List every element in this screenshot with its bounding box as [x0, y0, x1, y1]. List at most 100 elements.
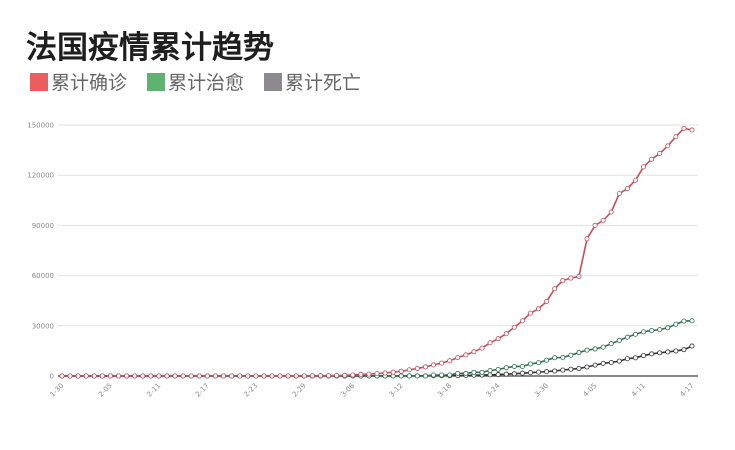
data-point-0: [293, 373, 299, 379]
legend-item-deaths[interactable]: 累计死亡: [264, 68, 361, 95]
data-point-1: [495, 366, 501, 372]
data-point-2: [576, 365, 582, 371]
y-tick-label: 60000: [32, 272, 54, 280]
data-point-0: [406, 367, 412, 373]
data-point-0: [455, 355, 461, 361]
data-point-0: [107, 373, 113, 379]
data-point-2: [681, 347, 687, 353]
data-point-2: [527, 370, 533, 376]
data-point-0: [237, 373, 243, 379]
data-point-1: [479, 369, 485, 375]
data-point-1: [455, 370, 461, 376]
data-point-0: [358, 371, 364, 377]
data-point-1: [503, 365, 509, 371]
data-point-0: [326, 373, 332, 379]
data-point-0: [665, 143, 671, 149]
legend-item-confirmed[interactable]: 累计确诊: [30, 68, 127, 95]
data-point-0: [91, 373, 97, 379]
data-point-2: [673, 348, 679, 354]
data-point-0: [431, 362, 437, 368]
x-tick-label: 1-30: [49, 382, 66, 399]
data-point-1: [463, 370, 469, 376]
data-point-2: [519, 370, 525, 376]
y-tick-label: 120000: [27, 172, 54, 180]
data-point-2: [689, 343, 695, 349]
data-point-0: [422, 364, 428, 370]
data-point-1: [536, 360, 542, 366]
data-point-0: [229, 373, 235, 379]
data-point-1: [665, 325, 671, 331]
data-point-1: [511, 363, 517, 369]
data-point-0: [269, 373, 275, 379]
data-point-2: [641, 353, 647, 359]
data-point-0: [487, 340, 493, 346]
data-point-0: [641, 164, 647, 170]
data-point-1: [641, 329, 647, 335]
series-line-0: [61, 127, 693, 377]
data-point-2: [552, 368, 558, 374]
data-point-0: [624, 186, 630, 192]
data-point-0: [398, 368, 404, 374]
data-point-2: [487, 372, 493, 378]
x-tick-label: 2-11: [145, 382, 162, 399]
data-point-2: [495, 372, 501, 378]
data-point-1: [624, 334, 630, 340]
data-point-0: [616, 191, 622, 197]
data-point-0: [342, 372, 348, 378]
data-point-1: [608, 341, 614, 347]
y-tick-label: 0: [50, 373, 54, 381]
data-point-2: [536, 369, 542, 375]
legend: 累计确诊 累计治愈 累计死亡: [30, 68, 361, 95]
data-point-1: [422, 373, 428, 379]
data-point-1: [398, 373, 404, 379]
data-point-1: [519, 363, 525, 369]
data-point-1: [560, 355, 566, 361]
x-tick-label: 3-06: [339, 381, 356, 398]
legend-item-recovered[interactable]: 累计治愈: [147, 68, 244, 95]
data-point-0: [503, 331, 509, 337]
data-point-2: [649, 351, 655, 357]
data-point-0: [536, 306, 542, 312]
y-tick-label: 30000: [32, 322, 54, 330]
data-point-1: [439, 372, 445, 378]
data-point-1: [600, 344, 606, 350]
data-point-0: [350, 372, 356, 378]
data-point-0: [390, 369, 396, 375]
y-tick-label: 90000: [32, 222, 54, 230]
data-point-0: [632, 177, 638, 183]
data-point-1: [584, 347, 590, 353]
data-point-0: [382, 370, 388, 376]
data-point-0: [59, 373, 65, 379]
data-point-0: [366, 371, 372, 377]
data-point-0: [479, 345, 485, 351]
x-tick-label: 3-12: [388, 382, 405, 399]
data-point-0: [99, 373, 105, 379]
data-point-0: [673, 134, 679, 140]
data-point-1: [406, 373, 412, 379]
x-tick-label: 4-11: [630, 382, 647, 399]
data-point-1: [431, 372, 437, 378]
data-point-0: [511, 324, 517, 330]
data-point-0: [67, 373, 73, 379]
data-point-0: [471, 349, 477, 355]
data-point-1: [576, 350, 582, 356]
data-point-1: [471, 369, 477, 375]
y-tick-label: 150000: [27, 122, 54, 130]
data-point-1: [657, 327, 663, 333]
data-point-0: [527, 310, 533, 316]
data-point-2: [568, 366, 574, 372]
data-point-0: [277, 373, 283, 379]
data-point-2: [592, 362, 598, 368]
data-point-0: [164, 373, 170, 379]
x-tick-label: 4-17: [679, 382, 696, 399]
x-tick-label: 2-23: [242, 382, 259, 399]
x-tick-label: 2-29: [291, 382, 308, 399]
data-point-1: [447, 372, 453, 378]
data-point-1: [487, 368, 493, 374]
data-point-0: [156, 373, 162, 379]
data-point-0: [657, 150, 663, 156]
data-point-0: [447, 358, 453, 364]
data-point-1: [689, 318, 695, 324]
data-point-0: [576, 273, 582, 279]
data-point-2: [657, 350, 663, 356]
